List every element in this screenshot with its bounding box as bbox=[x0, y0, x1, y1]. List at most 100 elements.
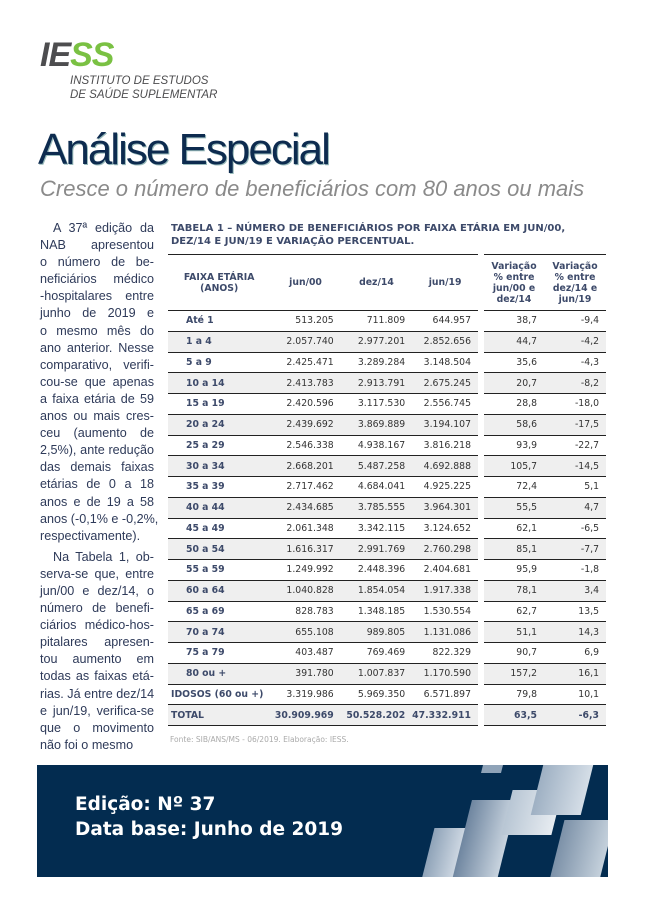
variation-14-19: 16,1 bbox=[544, 663, 606, 685]
age-range: 75 a 79 bbox=[168, 642, 271, 664]
variation-00-14: 95,9 bbox=[484, 559, 544, 581]
table-row: 45 a 49 2.061.348 3.342.115 3.124.652 bbox=[168, 518, 478, 540]
text-line: e jun/19, verifica-se bbox=[40, 703, 154, 718]
table-row: 5 a 9 2.425.471 3.289.284 3.148.504 bbox=[168, 352, 478, 374]
table-row: 105,7 -14,5 bbox=[484, 455, 606, 477]
age-range: 55 a 59 bbox=[168, 559, 271, 581]
dez14-value: 3.785.555 bbox=[340, 497, 413, 519]
age-range: 65 a 69 bbox=[168, 601, 271, 623]
jun00-value: 655.108 bbox=[270, 621, 341, 643]
variation-00-14: 62,1 bbox=[484, 518, 544, 540]
jun19-value: 822.329 bbox=[412, 642, 478, 664]
variation-14-19: 3,4 bbox=[544, 580, 606, 602]
text-line: tou aumento em bbox=[40, 652, 154, 667]
text-line: que o movimento bbox=[40, 720, 154, 735]
jun00-value: 403.487 bbox=[270, 642, 341, 664]
dez14-value: 2.991.769 bbox=[340, 538, 413, 560]
variation-14-19: 4,7 bbox=[544, 497, 606, 519]
table-row: 10 a 14 2.413.783 2.913.791 2.675.245 bbox=[168, 372, 478, 394]
table-row: 95,9 -1,8 bbox=[484, 559, 606, 581]
jun00-value: 2.057.740 bbox=[270, 331, 341, 353]
text-line: ano anterior. Nesse bbox=[40, 340, 154, 355]
table-row: 30 a 34 2.668.201 5.487.258 4.692.888 bbox=[168, 455, 478, 477]
text-line: NAB apresentou bbox=[40, 238, 154, 253]
jun00-value: 2.439.692 bbox=[270, 414, 341, 436]
text-line: todas as faixas etá- bbox=[40, 669, 154, 684]
age-range: 50 a 54 bbox=[168, 538, 271, 560]
dez14-value: 4.938.167 bbox=[340, 435, 413, 457]
jun19-value: 3.816.218 bbox=[412, 435, 478, 457]
text-line: 2,5%), ante redução bbox=[40, 443, 154, 458]
variation-00-14: 38,7 bbox=[484, 310, 544, 332]
jun19-value: 2.852.656 bbox=[412, 331, 478, 353]
text-line: anos ou mais cres- bbox=[40, 409, 154, 424]
paragraph-2: Na Tabela 1, ob-serva-se que, entre jun/0… bbox=[40, 549, 154, 754]
table-row: 62,1 -6,5 bbox=[484, 518, 606, 540]
jun19-value: 3.124.652 bbox=[412, 518, 478, 540]
jun19-value: 4.692.888 bbox=[412, 455, 478, 477]
dez14-value: 3.342.115 bbox=[340, 518, 413, 540]
page-subtitle: Cresce o número de beneficiários com 80 … bbox=[40, 176, 585, 201]
text-line: -hospitalares entre bbox=[40, 289, 154, 304]
age-range: 1 a 4 bbox=[168, 331, 271, 353]
age-range: 25 a 29 bbox=[168, 435, 271, 457]
text-line: ceu (aumento de bbox=[40, 426, 154, 441]
dez14-value: 3.289.284 bbox=[340, 352, 413, 374]
jun00-value: 2.420.596 bbox=[270, 393, 341, 415]
variation-14-19: -6,3 bbox=[544, 704, 606, 726]
dez14-value: 2.913.791 bbox=[340, 372, 413, 394]
text-line: comparativo, verifi- bbox=[40, 357, 154, 372]
header-var-2: Variação % entre dez/14 e jun/19 bbox=[544, 254, 606, 311]
jun19-value: 1.131.086 bbox=[412, 621, 478, 643]
variation-00-14: 85,1 bbox=[484, 538, 544, 560]
table-row: 28,8 -18,0 bbox=[484, 393, 606, 415]
age-range: IDOSOS (60 ou +) bbox=[168, 684, 271, 706]
jun00-value: 2.413.783 bbox=[270, 372, 341, 394]
paragraph-1: A 37ª edição da NAB apresentou o número de… bbox=[40, 220, 158, 545]
text-line: junho de 2019 e bbox=[40, 306, 154, 321]
table-row: 70 a 74 655.108 989.805 1.131.086 bbox=[168, 621, 478, 643]
table-row: 55 a 59 1.249.992 2.448.396 2.404.681 bbox=[168, 559, 478, 581]
variation-00-14: 79,8 bbox=[484, 684, 544, 706]
age-range: 70 a 74 bbox=[168, 621, 271, 643]
dez14-value: 3.869.889 bbox=[340, 414, 413, 436]
jun00-value: 2.717.462 bbox=[270, 476, 341, 498]
table-row: 79,8 10,1 bbox=[484, 684, 606, 706]
table-row: 80 ou +391.780 1.007.837 1.170.590 bbox=[168, 663, 478, 685]
variation-14-19: -17,5 bbox=[544, 414, 606, 436]
text-line: respectivamente). bbox=[40, 528, 141, 543]
jun19-value: 4.925.225 bbox=[412, 476, 478, 498]
body-text: A 37ª edição da NAB apresentou o número de… bbox=[40, 220, 158, 758]
age-range: 5 a 9 bbox=[168, 352, 271, 374]
table-row: TOTAL 30.909.969 50.528.202 47.332.911 bbox=[168, 704, 478, 726]
text-line: jun/00 e dez/14, o bbox=[40, 583, 154, 598]
dez14-value: 1.348.185 bbox=[340, 601, 413, 623]
age-range: 60 a 64 bbox=[168, 580, 271, 602]
table-row: 65 a 69 828.783 1.348.185 1.530.554 bbox=[168, 601, 478, 623]
table-row: 40 a 44 2.434.685 3.785.555 3.964.301 bbox=[168, 497, 478, 519]
variation-14-19: -7,7 bbox=[544, 538, 606, 560]
age-range: 80 ou + bbox=[168, 663, 271, 685]
jun19-value: 1.170.590 bbox=[412, 663, 478, 685]
text-line: anos e de 19 a 58 bbox=[40, 494, 154, 509]
text-line: das demais faixas bbox=[40, 460, 154, 475]
table-row: 63,5 -6,3 bbox=[484, 704, 606, 726]
jun19-value: 3.964.301 bbox=[412, 497, 478, 519]
variation-00-14: 90,7 bbox=[484, 642, 544, 664]
beneficiaries-table: FAIXA ETÁRIA (ANOS) jun/00 dez/14 jun/19… bbox=[168, 254, 478, 726]
table-row: 78,1 3,4 bbox=[484, 580, 606, 602]
table-row: 93,9 -22,7 bbox=[484, 435, 606, 457]
header-dez14: dez/14 bbox=[340, 254, 413, 311]
variation-00-14: 157,2 bbox=[484, 663, 544, 685]
table-row: 35,6 -4,3 bbox=[484, 352, 606, 374]
table-row: 51,1 14,3 bbox=[484, 621, 606, 643]
text-line: pitalares apresen- bbox=[40, 635, 154, 650]
variation-14-19: -22,7 bbox=[544, 435, 606, 457]
variation-14-19: -6,5 bbox=[544, 518, 606, 540]
variation-00-14: 35,6 bbox=[484, 352, 544, 374]
dez14-value: 769.469 bbox=[340, 642, 413, 664]
jun19-value: 644.957 bbox=[412, 310, 478, 332]
table-row: 44,7 -4,2 bbox=[484, 331, 606, 353]
header-var-1: Variação % entre jun/00 e dez/14 bbox=[484, 254, 544, 311]
age-range: 10 a 14 bbox=[168, 372, 271, 394]
